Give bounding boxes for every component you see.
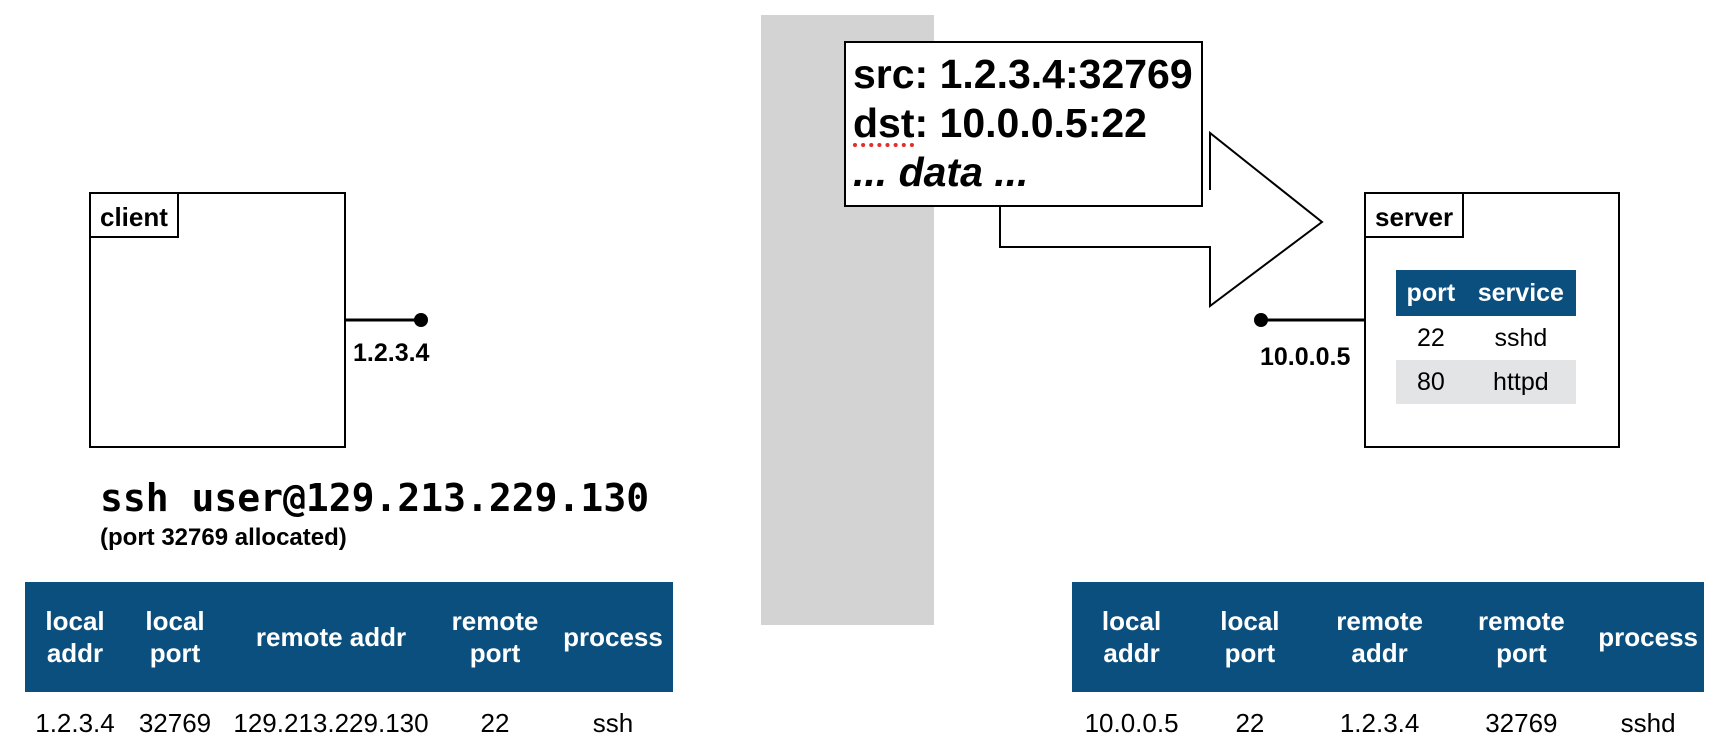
- port-allocation-note: (port 32769 allocated): [100, 524, 347, 551]
- server-cell-remote-addr: 1.2.3.4: [1339, 707, 1420, 738]
- client-header-remote-port: remote port: [437, 582, 553, 692]
- server-connection-table: local addr local port remote addr remote por…: [1072, 582, 1704, 754]
- services-header-row: port service: [1396, 270, 1576, 316]
- services-cell-service: httpd: [1465, 360, 1576, 404]
- services-header-port: port: [1396, 270, 1466, 316]
- server-host-box: server: [1364, 192, 1620, 448]
- packet-dst-key: dst: [853, 100, 915, 146]
- client-cell-remote-addr: 129.213.229.130: [233, 707, 429, 738]
- server-cell-local-port: 22: [1235, 707, 1265, 738]
- server-interface-dot: [1254, 313, 1268, 327]
- packet-src-line: src: 1.2.3.4:32769: [853, 51, 1193, 97]
- services-row: 22 sshd: [1396, 316, 1576, 360]
- packet-box: src: 1.2.3.4:32769 dst: 10.0.0.5:22 ... …: [844, 41, 1203, 207]
- server-table-header-row: local addr local port remote addr remote por…: [1072, 582, 1704, 692]
- services-cell-port: 80: [1396, 360, 1466, 404]
- client-connection-table: local addr local port remote addr remote po…: [25, 582, 673, 754]
- services-cell-port: 22: [1416, 323, 1445, 352]
- server-cell-remote-port: 32769: [1485, 707, 1558, 738]
- client-host-box: client: [89, 192, 346, 448]
- client-interface-dot: [414, 313, 428, 327]
- server-ip-label: 10.0.0.5: [1260, 343, 1351, 371]
- server-cell-local-addr: 10.0.0.5: [1084, 707, 1179, 738]
- packet-arrow: [999, 130, 1324, 308]
- ssh-command: ssh user@129.213.229.130: [100, 476, 650, 520]
- services-cell-service: sshd: [1494, 323, 1548, 352]
- client-header-local-addr: local addr: [25, 582, 125, 692]
- server-header-process: process: [1592, 582, 1704, 692]
- client-table-header-row: local addr local port remote addr remote po…: [25, 582, 673, 692]
- packet-dst-line: dst: 10.0.0.5:22: [853, 99, 1201, 148]
- packet-data-line: ... data ...: [853, 149, 1029, 195]
- server-header-local-port: local port: [1191, 582, 1309, 692]
- client-cell-remote-port: 22: [480, 707, 510, 738]
- client-cell-local-port: 32769: [138, 707, 212, 738]
- client-cell-local-addr: 1.2.3.4: [35, 707, 115, 738]
- server-header-remote-addr: remote addr: [1308, 582, 1451, 692]
- client-header-process: process: [553, 582, 673, 692]
- client-ip-label: 1.2.3.4: [353, 339, 430, 367]
- server-label: server: [1366, 194, 1465, 238]
- services-header-service: service: [1465, 270, 1576, 316]
- client-header-local-port: local port: [125, 582, 225, 692]
- packet-dst-value: : 10.0.0.5:22: [914, 100, 1148, 146]
- client-table-row: 1.2.3.4 32769 129.213.229.130 22 ssh: [25, 692, 673, 754]
- server-cell-process: sshd: [1620, 707, 1676, 738]
- server-services-table: port service 22 sshd 80 httpd: [1396, 270, 1576, 404]
- server-header-remote-port: remote port: [1450, 582, 1593, 692]
- client-label: client: [91, 194, 179, 238]
- server-header-local-addr: local addr: [1072, 582, 1192, 692]
- client-cell-process: ssh: [592, 707, 634, 738]
- server-table-row: 10.0.0.5 22 1.2.3.4 32769 sshd: [1072, 692, 1704, 754]
- services-row: 80 httpd: [1396, 360, 1576, 404]
- client-header-remote-addr: remote addr: [225, 582, 437, 692]
